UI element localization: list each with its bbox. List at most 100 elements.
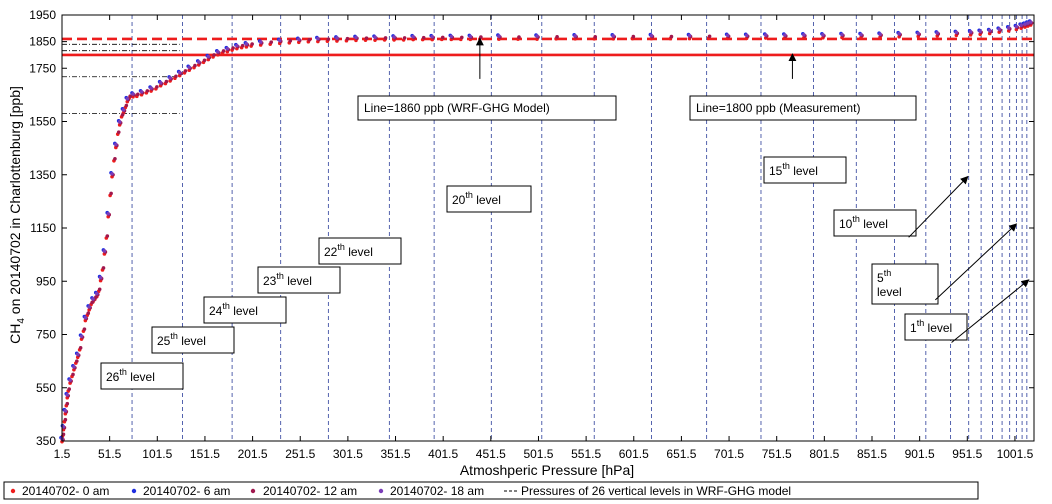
x-tick-label: 901.5: [905, 447, 935, 461]
data-point: [231, 46, 235, 50]
annotations-group: Line=1860 ppb (WRF-GHG Model) Line=1800 p…: [100, 37, 1030, 390]
data-point: [225, 46, 230, 51]
data-point: [707, 34, 712, 39]
data-point: [821, 32, 825, 37]
data-point: [202, 58, 207, 63]
level-label: 26th level: [106, 367, 155, 384]
level-label-box: [904, 313, 968, 341]
data-point: [335, 36, 339, 40]
data-point: [968, 30, 973, 34]
data-point: [125, 96, 130, 101]
data-point: [87, 305, 91, 309]
data-point: [307, 37, 312, 42]
data-point: [63, 408, 68, 413]
data-point: [1019, 23, 1023, 27]
data-point: [196, 60, 201, 64]
data-point: [177, 70, 182, 75]
level-ordinal: th: [782, 161, 790, 171]
legend-box: [3, 481, 979, 500]
level-number: 20: [452, 193, 466, 207]
data-point: [101, 266, 106, 270]
data-point: [669, 34, 674, 39]
data-point: [392, 35, 396, 39]
x-tick-label: 951.5: [952, 447, 982, 461]
data-point: [63, 417, 68, 422]
data-point: [725, 33, 730, 38]
level-number: 10: [839, 217, 853, 231]
data-point: [102, 249, 107, 253]
data-point: [497, 34, 501, 38]
data-point: [555, 35, 559, 39]
level-number: 26: [106, 370, 120, 384]
data-point: [91, 297, 95, 301]
level-word: level: [284, 274, 312, 288]
data-point: [935, 31, 940, 35]
level-ordinal: th: [852, 214, 860, 224]
data-point: [954, 30, 959, 35]
level-word: level: [790, 164, 818, 178]
data-point: [79, 334, 84, 338]
data-point: [631, 34, 636, 39]
level-label-box: [446, 185, 532, 213]
x-tick-label: 801.5: [809, 447, 839, 461]
data-point: [94, 291, 99, 296]
level-word: level: [924, 321, 952, 335]
level-ordinal: th: [222, 301, 230, 311]
annotation-label: Line=1860 ppb (WRF-GHG Model): [364, 101, 550, 115]
data-point: [145, 89, 150, 93]
data-point: [183, 69, 188, 73]
data-point: [535, 34, 539, 38]
annotation-box: [357, 95, 617, 121]
x-tick-label: 301.5: [333, 447, 363, 461]
data-point: [187, 65, 192, 70]
data-point: [687, 33, 692, 38]
axes-group: 1.5 51.5 101.5 151.5 201.5 251.5 301.5 351.5 401…: [29, 8, 1034, 461]
level-label: 24th level: [209, 301, 258, 318]
level-label-box: [318, 237, 402, 265]
level-label: 22th level: [324, 242, 373, 259]
y-axis-title-rest: on 20140702 in Charlottenburg [ppb]: [7, 86, 23, 318]
data-point: [1023, 22, 1027, 26]
level-ordinal: th: [917, 318, 925, 328]
data-point: [744, 33, 749, 38]
data-point: [193, 63, 197, 68]
data-point: [297, 37, 301, 42]
data-point: [72, 364, 76, 369]
data-point: [114, 142, 118, 147]
x-tick-label: 751.5: [762, 447, 792, 461]
level-ordinal: th: [119, 367, 127, 377]
data-point: [61, 424, 66, 429]
level-ordinal: th: [276, 271, 284, 281]
level-word: level: [345, 245, 373, 259]
data-point: [83, 315, 88, 320]
data-point: [269, 40, 274, 44]
data-point: [878, 32, 882, 37]
x-tick-label: 151.5: [190, 447, 220, 461]
data-point: [997, 27, 1002, 31]
data-point: [98, 275, 103, 280]
y-tick-label: 950: [36, 274, 56, 288]
x-tick-label: 601.5: [619, 447, 649, 461]
data-point: [109, 191, 113, 196]
x-tick-label: 51.5: [98, 447, 122, 461]
data-point: [139, 89, 144, 94]
x-tick-label: 401.5: [428, 447, 458, 461]
level-label-box: [833, 209, 917, 237]
level-label: 1th level: [910, 318, 952, 335]
y-tick-label: 1950: [29, 8, 56, 22]
data-point: [345, 36, 350, 41]
data-point: [120, 113, 125, 117]
legend-label-18am: 20140702- 18 am: [390, 484, 484, 498]
data-point: [116, 130, 121, 134]
level-label: 15th level: [769, 161, 818, 178]
x-tick-label: 451.5: [476, 447, 506, 461]
data-point: [373, 35, 377, 39]
level-label-box: [203, 296, 287, 324]
data-point: [61, 432, 66, 437]
data-point: [649, 33, 654, 38]
data-point: [258, 40, 263, 44]
data-point: [128, 94, 132, 99]
data-point: [517, 35, 521, 39]
data-point: [840, 32, 844, 37]
